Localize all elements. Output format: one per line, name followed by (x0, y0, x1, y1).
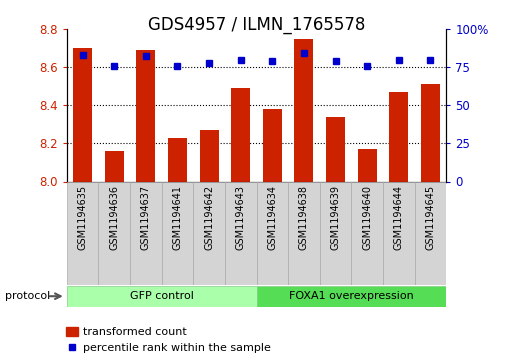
Bar (351, 182, 383, 285)
Text: GSM1194644: GSM1194644 (394, 185, 404, 250)
Text: GSM1194640: GSM1194640 (362, 185, 372, 250)
Bar (231, 88, 250, 363)
Text: protocol: protocol (5, 291, 50, 301)
Bar (263, 109, 282, 363)
Bar (136, 50, 155, 363)
Bar (256, 286, 446, 307)
Bar (162, 182, 193, 285)
Text: GSM1194634: GSM1194634 (267, 185, 278, 250)
Text: GSM1194643: GSM1194643 (235, 185, 246, 250)
Text: GSM1194639: GSM1194639 (330, 185, 341, 250)
Bar (421, 84, 440, 363)
Bar (200, 130, 219, 363)
Bar (193, 182, 225, 285)
Bar (326, 117, 345, 363)
Bar (256, 182, 288, 285)
Legend: transformed count, percentile rank within the sample: transformed count, percentile rank withi… (62, 322, 275, 358)
Bar (67, 182, 98, 285)
Bar (294, 38, 313, 363)
Text: GSM1194641: GSM1194641 (172, 185, 183, 250)
Bar (320, 182, 351, 285)
Text: GSM1194645: GSM1194645 (425, 185, 436, 250)
Bar (67, 286, 256, 307)
Text: GSM1194636: GSM1194636 (109, 185, 119, 250)
Bar (98, 182, 130, 285)
Bar (168, 138, 187, 363)
Bar (358, 149, 377, 363)
Text: GFP control: GFP control (130, 291, 193, 301)
Text: GDS4957 / ILMN_1765578: GDS4957 / ILMN_1765578 (148, 16, 365, 34)
Bar (415, 182, 446, 285)
Bar (383, 182, 415, 285)
Bar (130, 182, 162, 285)
Bar (389, 92, 408, 363)
Text: GSM1194635: GSM1194635 (77, 185, 88, 250)
Text: GSM1194638: GSM1194638 (299, 185, 309, 250)
Bar (105, 151, 124, 363)
Bar (288, 182, 320, 285)
Text: FOXA1 overexpression: FOXA1 overexpression (289, 291, 414, 301)
Text: GSM1194642: GSM1194642 (204, 185, 214, 250)
Bar (225, 182, 256, 285)
Text: GSM1194637: GSM1194637 (141, 185, 151, 250)
Bar (73, 48, 92, 363)
